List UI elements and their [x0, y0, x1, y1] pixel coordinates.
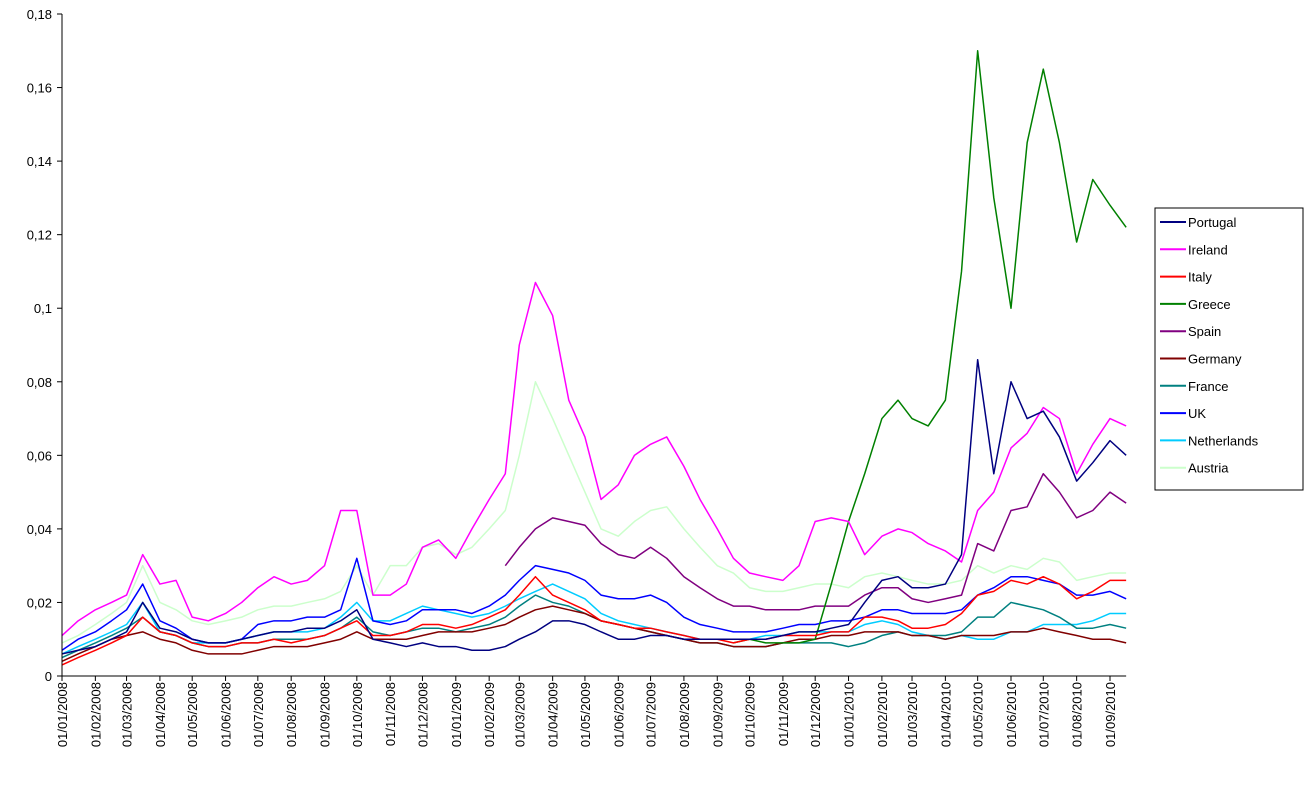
y-tick-label: 0: [45, 669, 52, 684]
y-tick-label: 0,06: [27, 448, 52, 463]
x-tick-label: 01/09/2010: [1103, 682, 1118, 747]
y-tick-label: 0,08: [27, 375, 52, 390]
x-tick-label: 01/01/2009: [449, 682, 464, 747]
x-tick-label: 01/03/2010: [905, 682, 920, 747]
x-tick-label: 01/01/2010: [842, 682, 857, 747]
series-line: [733, 50, 1127, 644]
legend-label: Netherlands: [1188, 433, 1259, 448]
series-line: [61, 381, 1127, 644]
x-tick-label: 01/09/2009: [710, 682, 725, 747]
x-tick-label: 01/12/2009: [808, 682, 823, 747]
series-line: [61, 575, 1127, 666]
x-tick-label: 01/05/2009: [578, 682, 593, 747]
legend-label: Ireland: [1188, 242, 1228, 257]
legend-box: [1154, 207, 1304, 491]
x-tick-label: 01/09/2008: [318, 682, 333, 747]
x-tick-label: 01/02/2008: [88, 682, 103, 747]
legend-label: Greece: [1188, 297, 1231, 312]
y-tick-label: 0,02: [27, 595, 52, 610]
legend-label: UK: [1188, 406, 1206, 421]
plot-area: [61, 50, 1127, 666]
legend-label: Portugal: [1188, 215, 1237, 230]
y-tick-label: 0,14: [27, 154, 52, 169]
x-tick-label: 01/07/2010: [1036, 682, 1051, 747]
y-tick-label: 0,18: [27, 7, 52, 22]
y-tick-label: 0,1: [34, 301, 52, 316]
series-line: [504, 472, 1127, 611]
x-tick-label: 01/08/2008: [284, 682, 299, 747]
x-tick-label: 01/06/2009: [611, 682, 626, 747]
legend-label: Italy: [1188, 270, 1212, 285]
series-line: [61, 281, 1127, 637]
legend-label: France: [1188, 379, 1228, 394]
x-tick-label: 01/02/2009: [482, 682, 497, 747]
x-tick-label: 01/04/2010: [938, 682, 953, 747]
legend-label: Spain: [1188, 324, 1221, 339]
x-tick-label: 01/08/2010: [1070, 682, 1085, 747]
x-tick-label: 01/02/2010: [875, 682, 890, 747]
legend-label: Austria: [1188, 461, 1229, 476]
x-tick-label: 01/12/2008: [415, 682, 430, 747]
x-tick-label: 01/05/2008: [185, 682, 200, 747]
x-tick-label: 01/01/2008: [55, 682, 70, 747]
legend-label: Germany: [1188, 352, 1242, 367]
y-tick-label: 0,16: [27, 81, 52, 96]
x-tick-label: 01/04/2009: [546, 682, 561, 747]
series-line: [61, 605, 1127, 662]
x-tick-label: 01/04/2008: [153, 682, 168, 747]
x-tick-label: 01/11/2009: [776, 682, 791, 746]
x-tick-label: 01/06/2010: [1004, 682, 1019, 747]
y-tick-label: 0,12: [27, 228, 52, 243]
series-line: [61, 358, 1127, 655]
x-tick-label: 01/03/2009: [512, 682, 527, 747]
x-tick-label: 01/03/2008: [120, 682, 135, 747]
x-tick-label: 01/11/2008: [383, 682, 398, 746]
x-tick-label: 01/08/2009: [677, 682, 692, 747]
x-tick-label: 01/07/2008: [251, 682, 266, 747]
y-tick-label: 0,04: [27, 522, 52, 537]
x-tick-label: 01/10/2009: [743, 682, 758, 747]
x-tick-label: 01/05/2010: [971, 682, 986, 747]
x-tick-label: 01/10/2008: [350, 682, 365, 747]
x-tick-label: 01/06/2008: [219, 682, 234, 747]
x-tick-label: 01/07/2009: [644, 682, 659, 747]
